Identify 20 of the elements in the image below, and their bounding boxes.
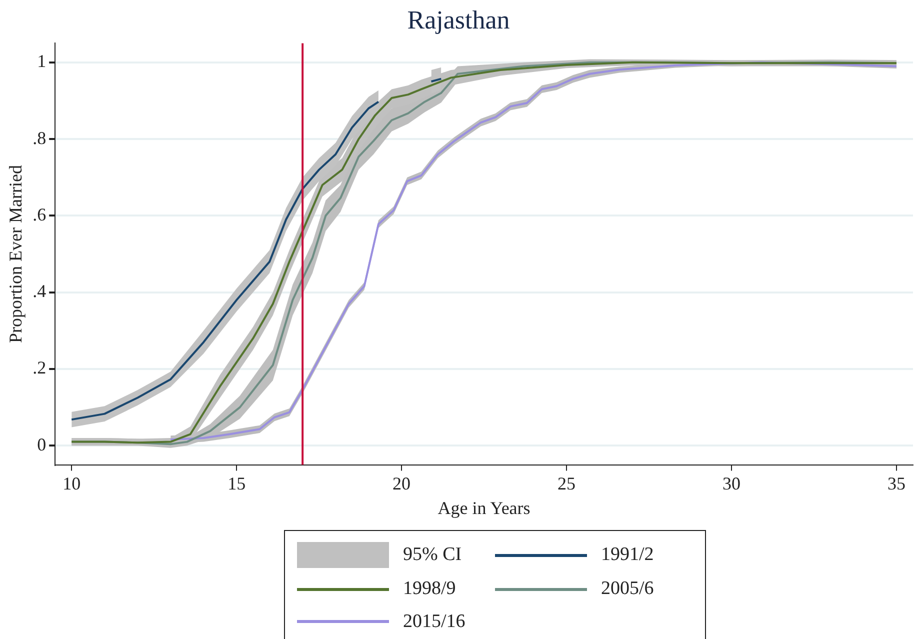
text: 95% CI [403, 544, 462, 566]
x-tick-label: 15 [228, 473, 246, 494]
legend-label: 1998/9 [403, 578, 456, 600]
x-tick-label: 20 [392, 473, 411, 494]
y-tick-label: .6 [32, 204, 46, 224]
legend-label: 2005/6 [601, 578, 654, 600]
y-tick-label: .2 [32, 358, 46, 378]
x-axis-title: Age in Years [438, 498, 530, 518]
y-tick-label: .8 [32, 128, 46, 148]
x-tick-label: 30 [722, 473, 741, 494]
x-tick-label: 35 [888, 473, 906, 494]
x-tick-label: 10 [62, 473, 81, 494]
y-tick-label: 1 [37, 51, 46, 72]
y-tick-label: 0 [37, 434, 46, 454]
y-axis-title: Proportion Ever Married [6, 165, 26, 343]
chart-title: Rajasthan [407, 5, 510, 34]
legend-label: 1991/2 [601, 544, 654, 566]
legend-label: 2015/16 [403, 610, 466, 633]
x-tick-label: 25 [558, 473, 576, 494]
y-tick-label: .4 [32, 281, 46, 302]
